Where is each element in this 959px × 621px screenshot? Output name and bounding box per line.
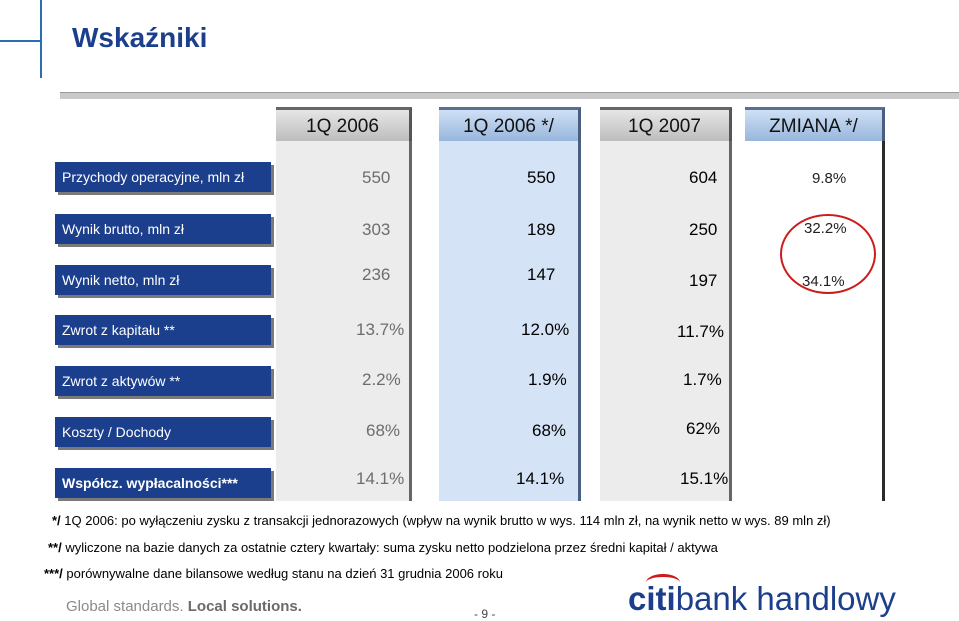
column-header-1q2007: 1Q 2007 bbox=[600, 107, 732, 141]
tagline-part: Local solutions. bbox=[187, 598, 302, 615]
footnote-mark: */ bbox=[52, 513, 61, 528]
row-label-cost-income: Koszty / Dochody bbox=[55, 417, 271, 447]
cell-value: 68% bbox=[532, 421, 567, 440]
column-band-1q2007 bbox=[600, 141, 732, 501]
cell-value: 303 bbox=[362, 220, 391, 239]
footnote-text: porównywalne dane bilansowe według stanu… bbox=[62, 566, 503, 581]
decorative-vertical-line bbox=[40, 0, 42, 78]
column-header-change: ZMIANA */ bbox=[745, 107, 885, 141]
cell-value: 14.1% bbox=[356, 469, 405, 488]
cell-value: 147 bbox=[527, 265, 556, 284]
row-label-gross-profit: Wynik brutto, mln zł bbox=[55, 214, 271, 244]
cell-value: 550 bbox=[362, 168, 391, 187]
footnote-mark: ***/ bbox=[44, 566, 63, 581]
cell-value: 9.8% bbox=[812, 170, 847, 187]
column-band-1q2006-adjusted bbox=[439, 141, 581, 501]
footnote-3: ***/ porównywalne dane bilansowe według … bbox=[44, 566, 503, 581]
logo-arc-icon bbox=[646, 574, 680, 591]
column-band-change bbox=[745, 141, 885, 501]
highlight-oval bbox=[780, 214, 876, 294]
cell-value: 250 bbox=[689, 220, 718, 239]
footnote-text: wyliczone na bazie danych za ostatnie cz… bbox=[61, 540, 718, 555]
row-label-net-profit: Wynik netto, mln zł bbox=[55, 265, 271, 295]
row-label-operating-income: Przychody operacyjne, mln zł bbox=[55, 162, 271, 192]
column-header-1q2006: 1Q 2006 bbox=[276, 107, 412, 141]
column-band-1q2006 bbox=[276, 141, 412, 501]
cell-value: 1.7% bbox=[683, 370, 722, 389]
footnote-2: **/ wyliczone na bazie danych za ostatni… bbox=[48, 540, 718, 555]
column-header-1q2006-adjusted: 1Q 2006 */ bbox=[439, 107, 581, 141]
logo-bank-handlowy: bank handlowy bbox=[675, 580, 896, 617]
title-divider bbox=[60, 92, 959, 99]
cell-value: 1.9% bbox=[528, 370, 567, 389]
row-label-capital-adequacy: Współcz. wypłacalności*** bbox=[55, 468, 271, 498]
cell-value: 550 bbox=[527, 168, 556, 187]
cell-value: 68% bbox=[366, 421, 401, 440]
cell-value: 13.7% bbox=[356, 320, 405, 339]
citi-handlowy-logo: citibank handlowy bbox=[628, 574, 896, 618]
footnote-mark: **/ bbox=[48, 540, 62, 555]
footer-tagline: Global standards. Local solutions. bbox=[66, 598, 302, 615]
cell-value: 2.2% bbox=[362, 370, 401, 389]
cell-value: 14.1% bbox=[516, 469, 565, 488]
cell-value: 604 bbox=[689, 168, 718, 187]
decorative-horizontal-line bbox=[0, 40, 40, 42]
cell-value: 11.7% bbox=[677, 322, 724, 341]
footnote-text: 1Q 2006: po wyłączeniu zysku z transakcj… bbox=[60, 513, 831, 528]
tagline-part: Global standards. bbox=[66, 598, 188, 615]
cell-value: 189 bbox=[527, 220, 556, 239]
row-label-roe: Zwrot z kapitału ** bbox=[55, 315, 271, 345]
cell-value: 15.1% bbox=[680, 469, 729, 488]
cell-value: 197 bbox=[689, 271, 718, 290]
cell-value: 62% bbox=[686, 419, 721, 438]
row-label-roa: Zwrot z aktywów ** bbox=[55, 366, 271, 396]
page-number: - 9 - bbox=[474, 607, 496, 621]
cell-value: 236 bbox=[362, 265, 391, 284]
page-title: Wskaźniki bbox=[72, 22, 208, 53]
footnote-1: */ 1Q 2006: po wyłączeniu zysku z transa… bbox=[52, 513, 831, 528]
cell-value: 12.0% bbox=[521, 320, 570, 339]
